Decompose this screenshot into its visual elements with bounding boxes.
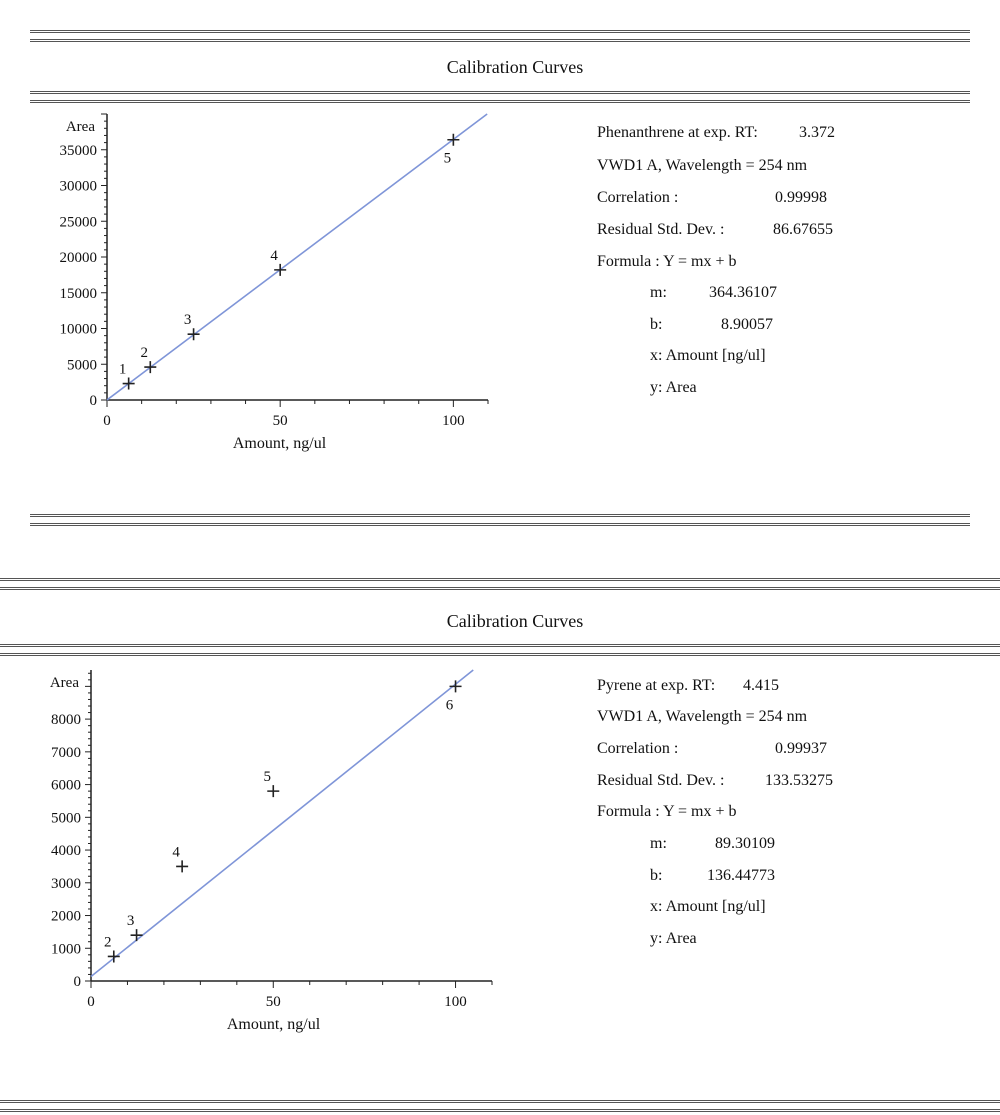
x-tick-label: 50 xyxy=(273,413,288,429)
data-point-label: 5 xyxy=(264,769,272,785)
x-tick-label: 0 xyxy=(87,994,95,1010)
y-tick-label: 10000 xyxy=(60,322,98,338)
data-point-label: 2 xyxy=(141,345,149,361)
y-tick-label: 5000 xyxy=(67,357,97,373)
separator-top xyxy=(30,30,970,42)
regression-line xyxy=(90,669,474,978)
x-axis-label: Amount, ng/ul xyxy=(227,1016,321,1033)
x-tick-label: 0 xyxy=(103,413,111,429)
y-tick-label: 6000 xyxy=(51,778,81,794)
x-axis-label: Amount, ng/ul xyxy=(233,435,327,452)
data-point-marker xyxy=(144,361,157,374)
y-axis-label: Area xyxy=(66,119,95,135)
data-point-marker xyxy=(107,950,120,963)
x-definition: x: Amount [ng/ul] xyxy=(650,898,766,915)
y-tick-label: 0 xyxy=(74,974,82,990)
data-point-label: 4 xyxy=(172,844,180,860)
data-point-label: 3 xyxy=(184,312,192,328)
y-tick-label: 25000 xyxy=(60,214,98,230)
regression-line xyxy=(106,113,488,401)
data-point-label: 2 xyxy=(104,934,112,950)
y-tick-label: 30000 xyxy=(60,179,98,195)
data-point-marker xyxy=(176,860,189,873)
intercept-value: 136.44773 xyxy=(707,867,775,884)
correlation-label: Correlation : xyxy=(597,740,679,757)
data-point-marker xyxy=(274,263,287,276)
intercept-label: b: xyxy=(650,316,663,333)
residual-value: 133.53275 xyxy=(765,772,833,789)
residual-label: Residual Std. Dev. : xyxy=(597,221,725,238)
separator-title-bottom xyxy=(0,644,1000,656)
separator-top xyxy=(0,578,1000,590)
data-point-marker xyxy=(122,377,135,390)
panel-1-title: Calibration Curves xyxy=(446,57,584,77)
data-point-marker xyxy=(449,680,462,693)
residual-label: Residual Std. Dev. : xyxy=(597,772,725,789)
y-tick-label: 35000 xyxy=(60,143,98,159)
y-tick-label: 3000 xyxy=(51,876,81,892)
correlation-value: 0.99937 xyxy=(775,740,827,757)
x-definition: x: Amount [ng/ul] xyxy=(650,347,766,364)
data-point-marker xyxy=(187,328,200,341)
residual-value: 86.67655 xyxy=(773,221,833,238)
separator-panel-end xyxy=(30,514,970,526)
y-tick-label: 20000 xyxy=(60,250,98,266)
intercept-value: 8.90057 xyxy=(721,316,773,333)
correlation-value: 0.99998 xyxy=(775,189,827,206)
slope-value: 364.36107 xyxy=(709,284,777,301)
separator-panel-end xyxy=(0,1100,1000,1112)
data-point-marker xyxy=(447,133,460,146)
separator-title-bottom xyxy=(30,91,970,103)
retention-time: 3.372 xyxy=(799,124,835,141)
data-point-label: 4 xyxy=(270,248,278,264)
data-point-marker xyxy=(267,785,280,798)
slope-label: m: xyxy=(650,284,667,301)
calibration-chart-phenanthrene: 0 5000 10000 15000 20000 25000 30000 35000 0 50 10… xyxy=(60,113,489,452)
panel-2-title: Calibration Curves xyxy=(446,611,584,631)
compound-label: Pyrene at exp. RT: xyxy=(597,677,716,694)
y-tick-label: 1000 xyxy=(51,941,81,957)
y-tick-label: 4000 xyxy=(51,843,81,859)
x-tick-label: 50 xyxy=(266,994,281,1010)
y-tick-label: 8000 xyxy=(51,712,81,728)
data-point-label: 3 xyxy=(127,913,135,929)
slope-value: 89.30109 xyxy=(715,835,775,852)
data-point-label: 6 xyxy=(446,697,454,713)
detector-info: VWD1 A, Wavelength = 254 nm xyxy=(597,708,808,725)
detector-info: VWD1 A, Wavelength = 254 nm xyxy=(597,157,808,174)
data-point-marker xyxy=(130,929,143,942)
y-definition: y: Area xyxy=(650,930,697,947)
retention-time: 4.415 xyxy=(743,677,779,694)
compound-label: Phenanthrene at exp. RT: xyxy=(597,124,758,141)
y-definition: y: Area xyxy=(650,379,697,396)
data-point-label: 1 xyxy=(119,362,127,378)
data-point-label: 5 xyxy=(444,151,452,167)
y-tick-label: 0 xyxy=(90,393,98,409)
y-tick-label: 2000 xyxy=(51,909,81,925)
x-tick-label: 100 xyxy=(442,413,465,429)
slope-label: m: xyxy=(650,835,667,852)
y-tick-label: 15000 xyxy=(60,286,98,302)
x-tick-label: 100 xyxy=(444,994,467,1010)
y-axis-label: Area xyxy=(50,675,79,691)
formula-text: Formula : Y = mx + b xyxy=(597,803,737,820)
intercept-label: b: xyxy=(650,867,663,884)
formula-text: Formula : Y = mx + b xyxy=(597,253,737,270)
correlation-label: Correlation : xyxy=(597,189,679,206)
y-tick-label: 5000 xyxy=(51,810,81,826)
y-tick-label: 7000 xyxy=(51,745,81,761)
